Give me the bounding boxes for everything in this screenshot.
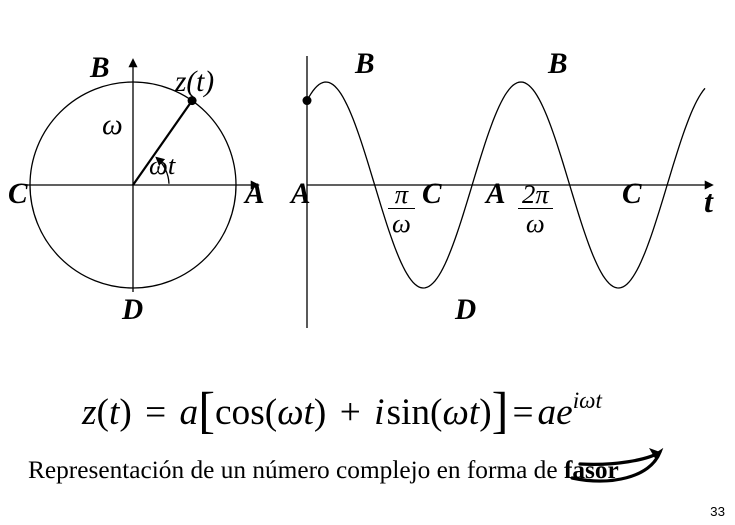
eq-a1: a [180, 392, 199, 433]
tick1-num: π [388, 180, 415, 209]
tick1-den: ω [388, 209, 415, 237]
eq-exp-wt: ωt [579, 388, 602, 414]
eq-ae: ae [538, 392, 573, 433]
equation-zt: z(t) = a[cos(ωt) + isin(ωt)]=aeiωt [82, 378, 602, 436]
eq-close: ) [119, 392, 131, 433]
label-wave-B1: B [355, 50, 375, 79]
page-number: 33 [710, 504, 725, 519]
eq-close2: ) [479, 392, 491, 433]
label-wave-A1: A [291, 180, 311, 209]
label-circle-D: D [122, 296, 143, 325]
eq-cos: cos( [215, 392, 277, 433]
eq-open: ( [97, 392, 109, 433]
label-wave-D: D [455, 296, 476, 325]
label-angle: ωt [149, 152, 175, 179]
eq-wt2: ωt [442, 392, 479, 433]
label-zt: z(t) [175, 68, 214, 97]
tick2-den: ω [518, 209, 553, 237]
label-wave-C1: C [422, 180, 442, 209]
eq-rbr: ] [492, 382, 509, 438]
label-circle-B: B [90, 54, 110, 83]
caption-bold: fasor [564, 456, 619, 484]
label-wave-C2: C [622, 180, 642, 209]
tick2-num: 2π [518, 180, 553, 209]
label-tick-2pi-over-omega: 2π ω [518, 180, 553, 237]
label-omega: ω [102, 111, 123, 140]
label-tick-pi-over-omega: π ω [388, 180, 415, 237]
eq-lbr: [ [198, 382, 215, 438]
eq-close1: ) [314, 392, 326, 433]
caption-plain: Representación de un número complejo en … [28, 456, 564, 484]
caption-text: Representación de un número complejo en … [28, 456, 619, 485]
eq-eq2: = [508, 392, 537, 433]
eq-eq1: = [141, 392, 170, 433]
label-wave-B2: B [548, 50, 568, 79]
label-circle-A: A [245, 180, 265, 209]
phasor-circle-group [26, 60, 258, 292]
eq-plus: + [336, 392, 365, 433]
eq-t: t [109, 392, 119, 433]
eq-i: i [374, 392, 384, 433]
label-circle-C: C [8, 180, 28, 209]
label-wave-t: t [704, 185, 713, 217]
eq-sin: sin( [384, 392, 442, 433]
eq-wt1: ωt [277, 392, 314, 433]
label-wave-A2: A [486, 180, 506, 209]
sine-wave-group [303, 56, 713, 328]
eq-z: z [82, 392, 97, 433]
